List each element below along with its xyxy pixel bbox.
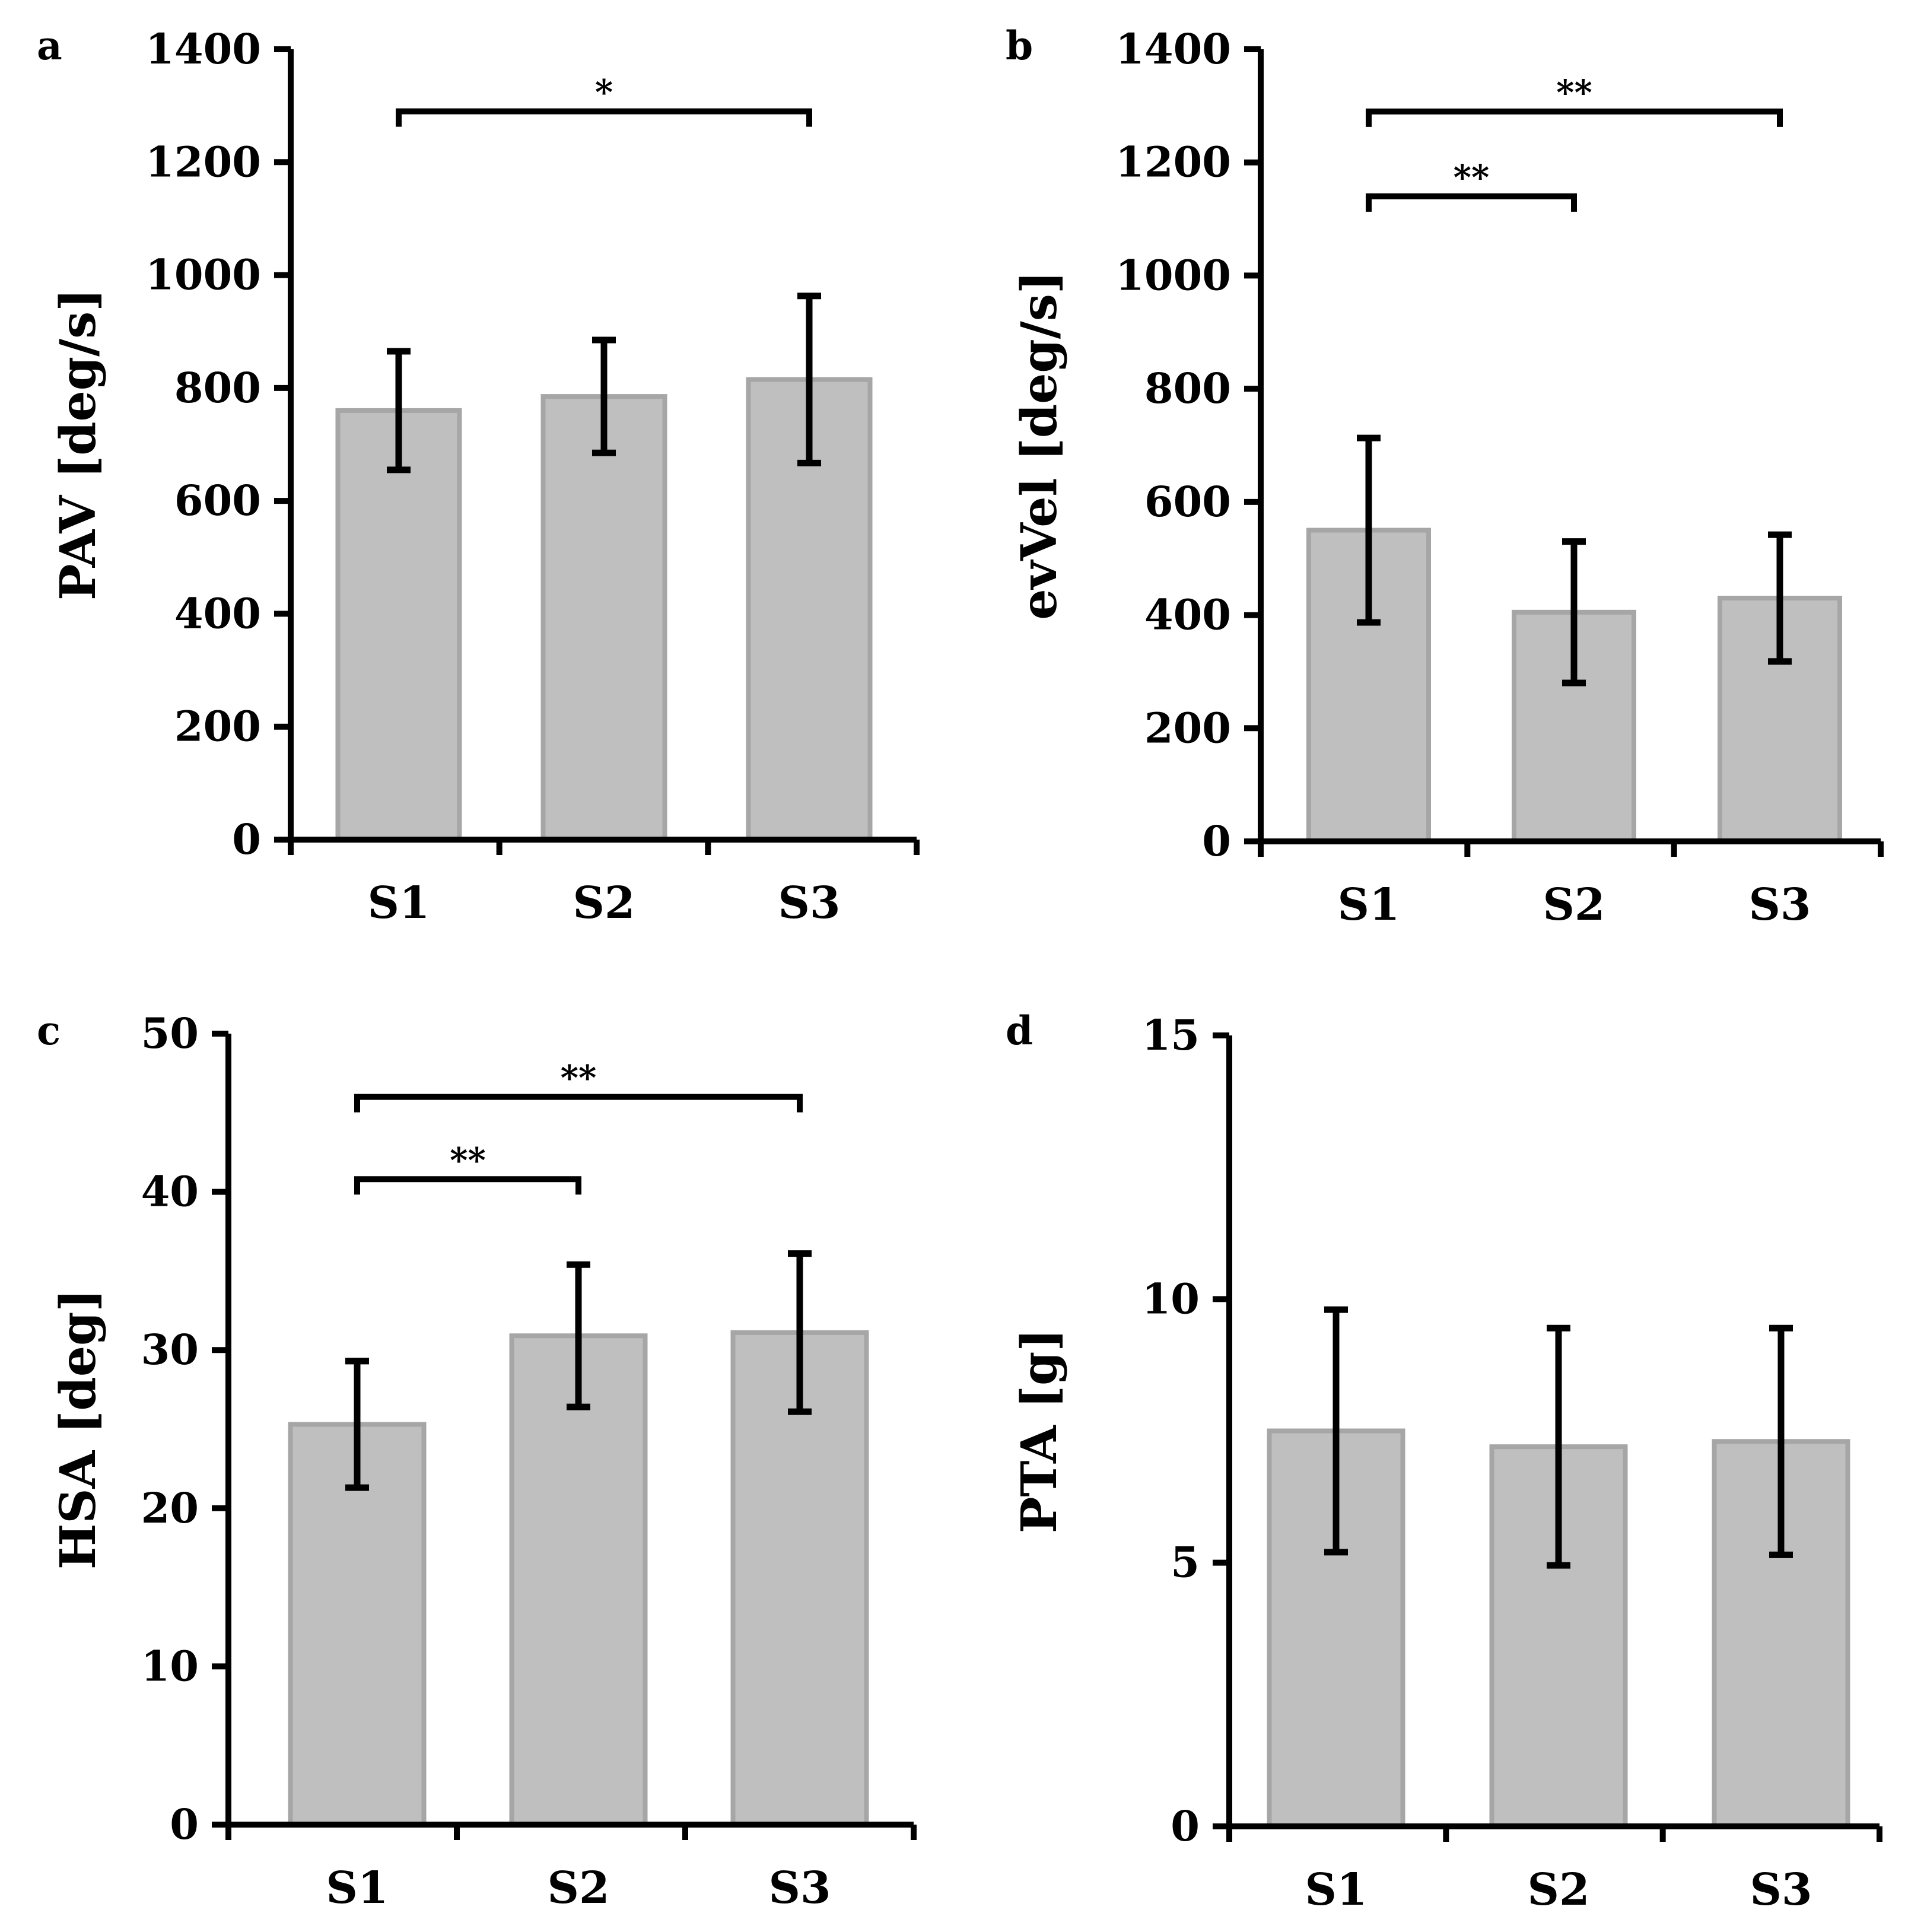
panel-c: c 0 10 20 30 40 50 S1 S2 S3 HSA [deg] ** ** xyxy=(37,1008,917,1914)
y-axis-label: HSA [deg] xyxy=(50,1289,107,1569)
significance-label: * xyxy=(595,72,613,113)
y-tick-label: 15 xyxy=(1142,1011,1200,1060)
bar-S1 xyxy=(335,408,462,842)
x-tick-label-S2: S2 xyxy=(1528,1864,1590,1915)
y-tick-label: 600 xyxy=(174,476,261,525)
panel-a: a 0 200 400 600 800 1000 1200 1400 S1 S2 S3 PAV [deg… xyxy=(37,23,920,929)
y-tick-label: 1200 xyxy=(145,137,261,186)
y-tick-label: 200 xyxy=(174,702,261,751)
error-bar-S3 xyxy=(788,1250,812,1415)
x-tick-label-S1: S1 xyxy=(326,1863,389,1914)
x-tick-label-S2: S2 xyxy=(573,878,635,929)
significance-label: ** xyxy=(450,1140,486,1180)
x-tick-label-S2: S2 xyxy=(548,1863,610,1914)
x-tick-label-S3: S3 xyxy=(1750,1864,1812,1915)
error-bar-S2 xyxy=(1547,1324,1570,1569)
y-tick-label: 400 xyxy=(1144,590,1231,640)
x-tick-label-S1: S1 xyxy=(1338,879,1400,930)
x-tick-label-S3: S3 xyxy=(769,1863,831,1914)
panel-label: a xyxy=(37,23,62,69)
y-tick-label: 0 xyxy=(232,815,261,864)
y-tick-label: 0 xyxy=(1202,816,1231,866)
x-tick-label-S1: S1 xyxy=(368,878,430,929)
y-tick-label: 10 xyxy=(1142,1274,1200,1323)
y-tick-label: 20 xyxy=(141,1483,199,1533)
y-tick-label: 0 xyxy=(1171,1801,1200,1851)
y-tick-label: 200 xyxy=(1144,703,1231,752)
significance-bracket: * xyxy=(396,72,812,127)
bar-S1 xyxy=(288,1422,427,1827)
y-tick-label: 800 xyxy=(174,363,261,412)
panel-label: b xyxy=(1006,23,1033,69)
y-tick-label: 10 xyxy=(141,1641,199,1690)
y-tick-label: 600 xyxy=(1144,477,1231,526)
y-tick-label: 1000 xyxy=(145,250,261,300)
error-bar-S3 xyxy=(1769,1324,1793,1558)
y-tick-label: 800 xyxy=(1144,364,1231,413)
y-tick-label: 50 xyxy=(141,1009,199,1058)
error-bar-S1 xyxy=(387,348,411,474)
significance-bracket: ** xyxy=(354,1058,803,1113)
panel-d: d 0 5 10 15 S1 S2 S3 PTA [g] xyxy=(1006,1008,1882,1915)
y-tick-label: 0 xyxy=(170,1800,199,1849)
error-bar-S1 xyxy=(1357,434,1381,626)
panel-b: b 0 200 400 600 800 1000 1200 1400 S1 S2 S3 evVel [d… xyxy=(1006,23,1884,930)
panel-label: c xyxy=(37,1008,61,1054)
y-axis-label: evVel [deg/s] xyxy=(1011,271,1068,619)
x-tick-label-S2: S2 xyxy=(1543,879,1605,930)
error-bar-S1 xyxy=(1324,1306,1348,1556)
y-axis-label: PTA [g] xyxy=(1011,1329,1068,1533)
bar-S2 xyxy=(540,394,667,842)
error-bar-S2 xyxy=(567,1261,590,1410)
significance-bracket: ** xyxy=(1366,157,1577,212)
significance-bracket: ** xyxy=(354,1140,581,1195)
significance-bracket: ** xyxy=(1366,72,1783,127)
y-tick-label: 1400 xyxy=(1115,24,1231,74)
y-tick-label: 30 xyxy=(141,1325,199,1374)
y-tick-label: 1400 xyxy=(145,24,261,74)
error-bar-S2 xyxy=(592,336,616,456)
y-tick-label: 40 xyxy=(141,1167,199,1216)
y-tick-label: 1000 xyxy=(1115,250,1231,300)
y-tick-label: 5 xyxy=(1171,1538,1200,1587)
error-bar-S3 xyxy=(797,293,821,466)
significance-label: ** xyxy=(1556,72,1592,113)
y-tick-label: 1200 xyxy=(1115,138,1231,187)
y-axis-label: PAV [deg/s] xyxy=(50,288,107,600)
significance-label: ** xyxy=(561,1058,597,1098)
error-bar-S2 xyxy=(1562,538,1586,687)
error-bar-S3 xyxy=(1768,531,1792,665)
x-tick-label-S3: S3 xyxy=(778,878,841,929)
x-tick-label-S3: S3 xyxy=(1749,879,1811,930)
significance-label: ** xyxy=(1454,157,1490,198)
x-tick-label-S1: S1 xyxy=(1305,1864,1368,1915)
panel-label: d xyxy=(1006,1008,1033,1054)
error-bar-S1 xyxy=(345,1358,369,1491)
y-tick-label: 400 xyxy=(174,589,261,638)
